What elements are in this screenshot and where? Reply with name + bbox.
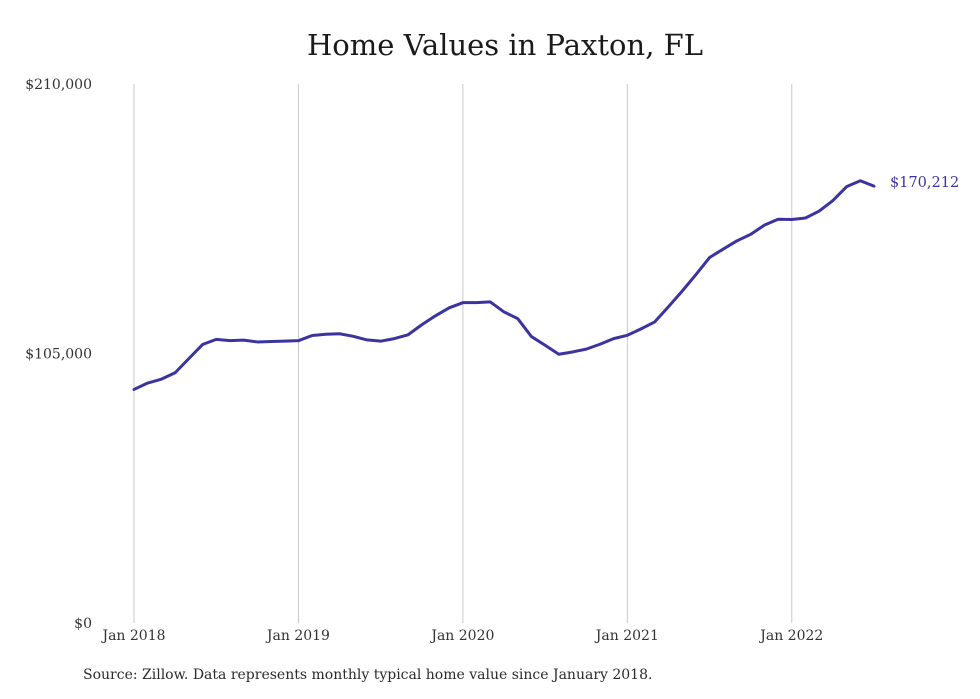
y-tick-label: $0 xyxy=(74,616,92,632)
x-tick-label: Jan 2018 xyxy=(100,628,165,644)
vertical-gridlines xyxy=(133,84,793,623)
series-layer: $170,212 xyxy=(132,175,959,391)
home-value-line xyxy=(132,179,876,391)
x-tick-label: Jan 2020 xyxy=(429,628,494,644)
end-value-label: $170,212 xyxy=(890,175,959,191)
y-axis: $0 $105,000 $210,000 xyxy=(25,77,92,632)
x-tick-label: Jan 2019 xyxy=(265,628,330,644)
chart-title: Home Values in Paxton, FL xyxy=(306,28,704,62)
x-tick-label: Jan 2022 xyxy=(758,628,823,644)
x-tick-label: Jan 2021 xyxy=(594,628,659,644)
y-tick-label: $210,000 xyxy=(25,77,92,93)
source-note: Source: Zillow. Data represents monthly … xyxy=(83,667,653,683)
y-tick-label: $105,000 xyxy=(25,347,92,363)
x-axis: Jan 2018 Jan 2019 Jan 2020 Jan 2021 Jan 2022 xyxy=(100,628,823,644)
